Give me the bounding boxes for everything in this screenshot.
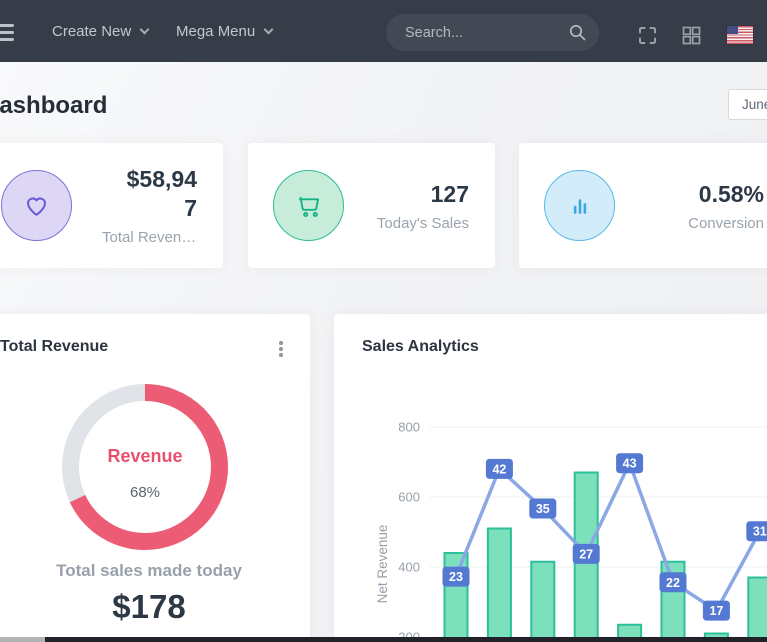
data-label: 22	[666, 576, 680, 590]
apps-grid-icon[interactable]	[682, 26, 701, 45]
y-axis-title: Net Revenue	[375, 525, 390, 604]
y-tick-label: 800	[398, 420, 420, 435]
data-label-box	[572, 543, 600, 564]
hamburger-menu-icon[interactable]	[0, 24, 14, 41]
chart-bar	[747, 576, 767, 642]
stat-card-total-revenue: $58,947 Total Revenue	[0, 143, 223, 268]
us-flag-icon[interactable]	[727, 26, 753, 44]
data-label: 43	[623, 457, 637, 471]
data-label: 27	[579, 547, 593, 561]
stat-card-todays-sales: 127 Today's Sales	[248, 143, 495, 268]
chevron-down-icon	[263, 24, 274, 34]
bottom-edge-gray	[0, 637, 45, 642]
total-sales-amount: $178	[112, 588, 186, 625]
search-input[interactable]	[386, 14, 599, 51]
y-tick-label: 600	[398, 490, 420, 505]
heart-icon	[1, 170, 72, 241]
data-label: 23	[449, 570, 463, 584]
data-label-box	[616, 453, 644, 474]
stat-label: Today's Sales	[376, 214, 469, 232]
sales-analytics-panel: 800 600 400 200 Net Revenue 23 42 35 27 43 22 17 31 …	[334, 314, 767, 642]
create-new-label: Create New	[52, 22, 132, 40]
nav-item-mega-menu[interactable]: Mega Menu	[176, 0, 274, 62]
top-navbar: Create New Mega Menu	[0, 0, 767, 62]
revenue-donut-chart[interactable]	[55, 377, 235, 557]
chart-bar	[443, 552, 469, 642]
data-label-box	[442, 566, 470, 587]
y-tick-label: 400	[398, 560, 420, 575]
data-label: 17	[709, 604, 723, 618]
chart-bar	[530, 560, 556, 642]
bar-chart-icon	[544, 170, 615, 241]
stat-value: 0.58%	[698, 180, 764, 207]
stat-value: $58,947	[126, 166, 197, 221]
donut-center-label: Revenue	[107, 446, 183, 466]
stat-label: Total Revenue	[102, 229, 197, 246]
bottom-edge-dark	[45, 637, 767, 642]
search-icon[interactable]	[569, 24, 586, 41]
total-revenue-panel: Total Revenue Revenue 68% Total sales ma…	[0, 314, 310, 642]
donut-value-arc	[62, 384, 228, 550]
chevron-down-icon	[139, 24, 150, 34]
dashboard-content: Dashboard June $58,947 Total Revenue 127…	[0, 62, 767, 642]
vertical-dots-menu-icon[interactable]	[275, 339, 287, 359]
mega-menu-label: Mega Menu	[176, 22, 256, 40]
total-sales-caption: Total sales made today	[56, 561, 242, 580]
search-box	[386, 14, 599, 51]
data-label: 42	[492, 462, 506, 476]
chart-bar	[486, 527, 512, 642]
stat-label: Conversion	[688, 214, 764, 232]
month-select[interactable]: June	[728, 89, 767, 120]
nav-item-create-new[interactable]: Create New	[52, 0, 150, 62]
stat-card-conversion: 0.58% Conversion	[519, 143, 767, 268]
stat-value: 127	[430, 180, 469, 207]
data-label-box	[659, 572, 687, 593]
panel-title: Sales Analytics	[362, 338, 479, 355]
donut-center-value: 68%	[129, 484, 161, 501]
data-label: 35	[536, 502, 550, 516]
panel-title: Total Revenue	[0, 338, 109, 355]
page-title: Dashboard	[0, 92, 108, 119]
data-label-box	[485, 458, 513, 479]
shopping-cart-icon	[273, 170, 344, 241]
data-label-box	[702, 600, 730, 621]
data-label-box	[746, 521, 767, 542]
data-label: 31	[753, 525, 767, 539]
fullscreen-icon[interactable]	[638, 26, 657, 45]
data-label-box	[529, 498, 557, 519]
